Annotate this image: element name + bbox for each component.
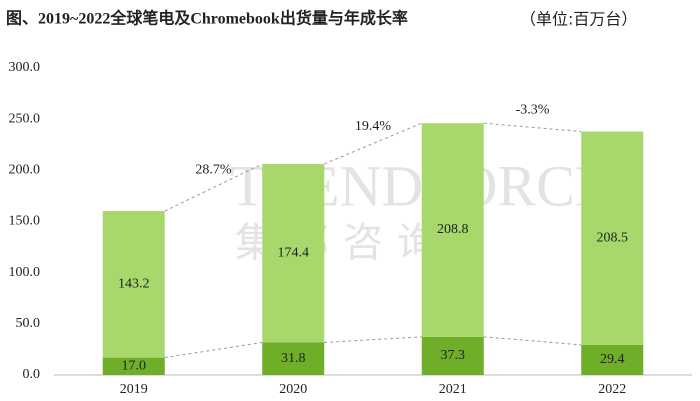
y-tick-label: 300.0 <box>9 60 41 75</box>
growth-label: -3.3% <box>516 103 550 118</box>
bar-segment <box>102 211 165 358</box>
bar-segment <box>421 336 484 375</box>
data-label: 29.4 <box>600 352 625 367</box>
data-label: 174.4 <box>278 245 310 260</box>
x-tick-label: 2021 <box>439 382 467 397</box>
connector <box>324 336 422 343</box>
connector <box>164 163 263 212</box>
bar-segment <box>421 123 484 337</box>
bar-segment <box>102 357 165 375</box>
y-tick-label: 150.0 <box>9 214 41 229</box>
y-tick-label: 0.0 <box>23 367 41 382</box>
y-tick-label: 100.0 <box>9 265 41 280</box>
x-tick-label: 2020 <box>279 382 307 397</box>
data-label: 208.8 <box>437 222 469 237</box>
connector <box>164 341 263 359</box>
bar-segment <box>581 344 644 375</box>
connector <box>483 122 582 133</box>
x-tick-label: 2019 <box>120 382 148 397</box>
data-label: 17.0 <box>122 359 147 374</box>
chart-title: 图、2019~2022全球笔电及Chromebook出货量与年成长率 <box>6 9 408 28</box>
data-label: 143.2 <box>118 277 150 292</box>
data-label: 31.8 <box>281 351 306 366</box>
growth-label: 19.4% <box>355 119 392 134</box>
chart-subtitle: （单位:百万台） <box>520 10 637 29</box>
bar-segment <box>262 342 325 375</box>
y-tick-label: 50.0 <box>16 316 41 331</box>
data-label: 208.5 <box>597 230 629 245</box>
x-tick-label: 2022 <box>598 382 626 397</box>
connector <box>483 336 582 346</box>
growth-label: 28.7% <box>195 163 232 178</box>
bar-segment <box>581 131 644 345</box>
y-tick-label: 200.0 <box>9 163 41 178</box>
data-label: 37.3 <box>441 348 466 363</box>
bar-segment <box>262 163 325 343</box>
y-tick-label: 250.0 <box>9 111 41 126</box>
